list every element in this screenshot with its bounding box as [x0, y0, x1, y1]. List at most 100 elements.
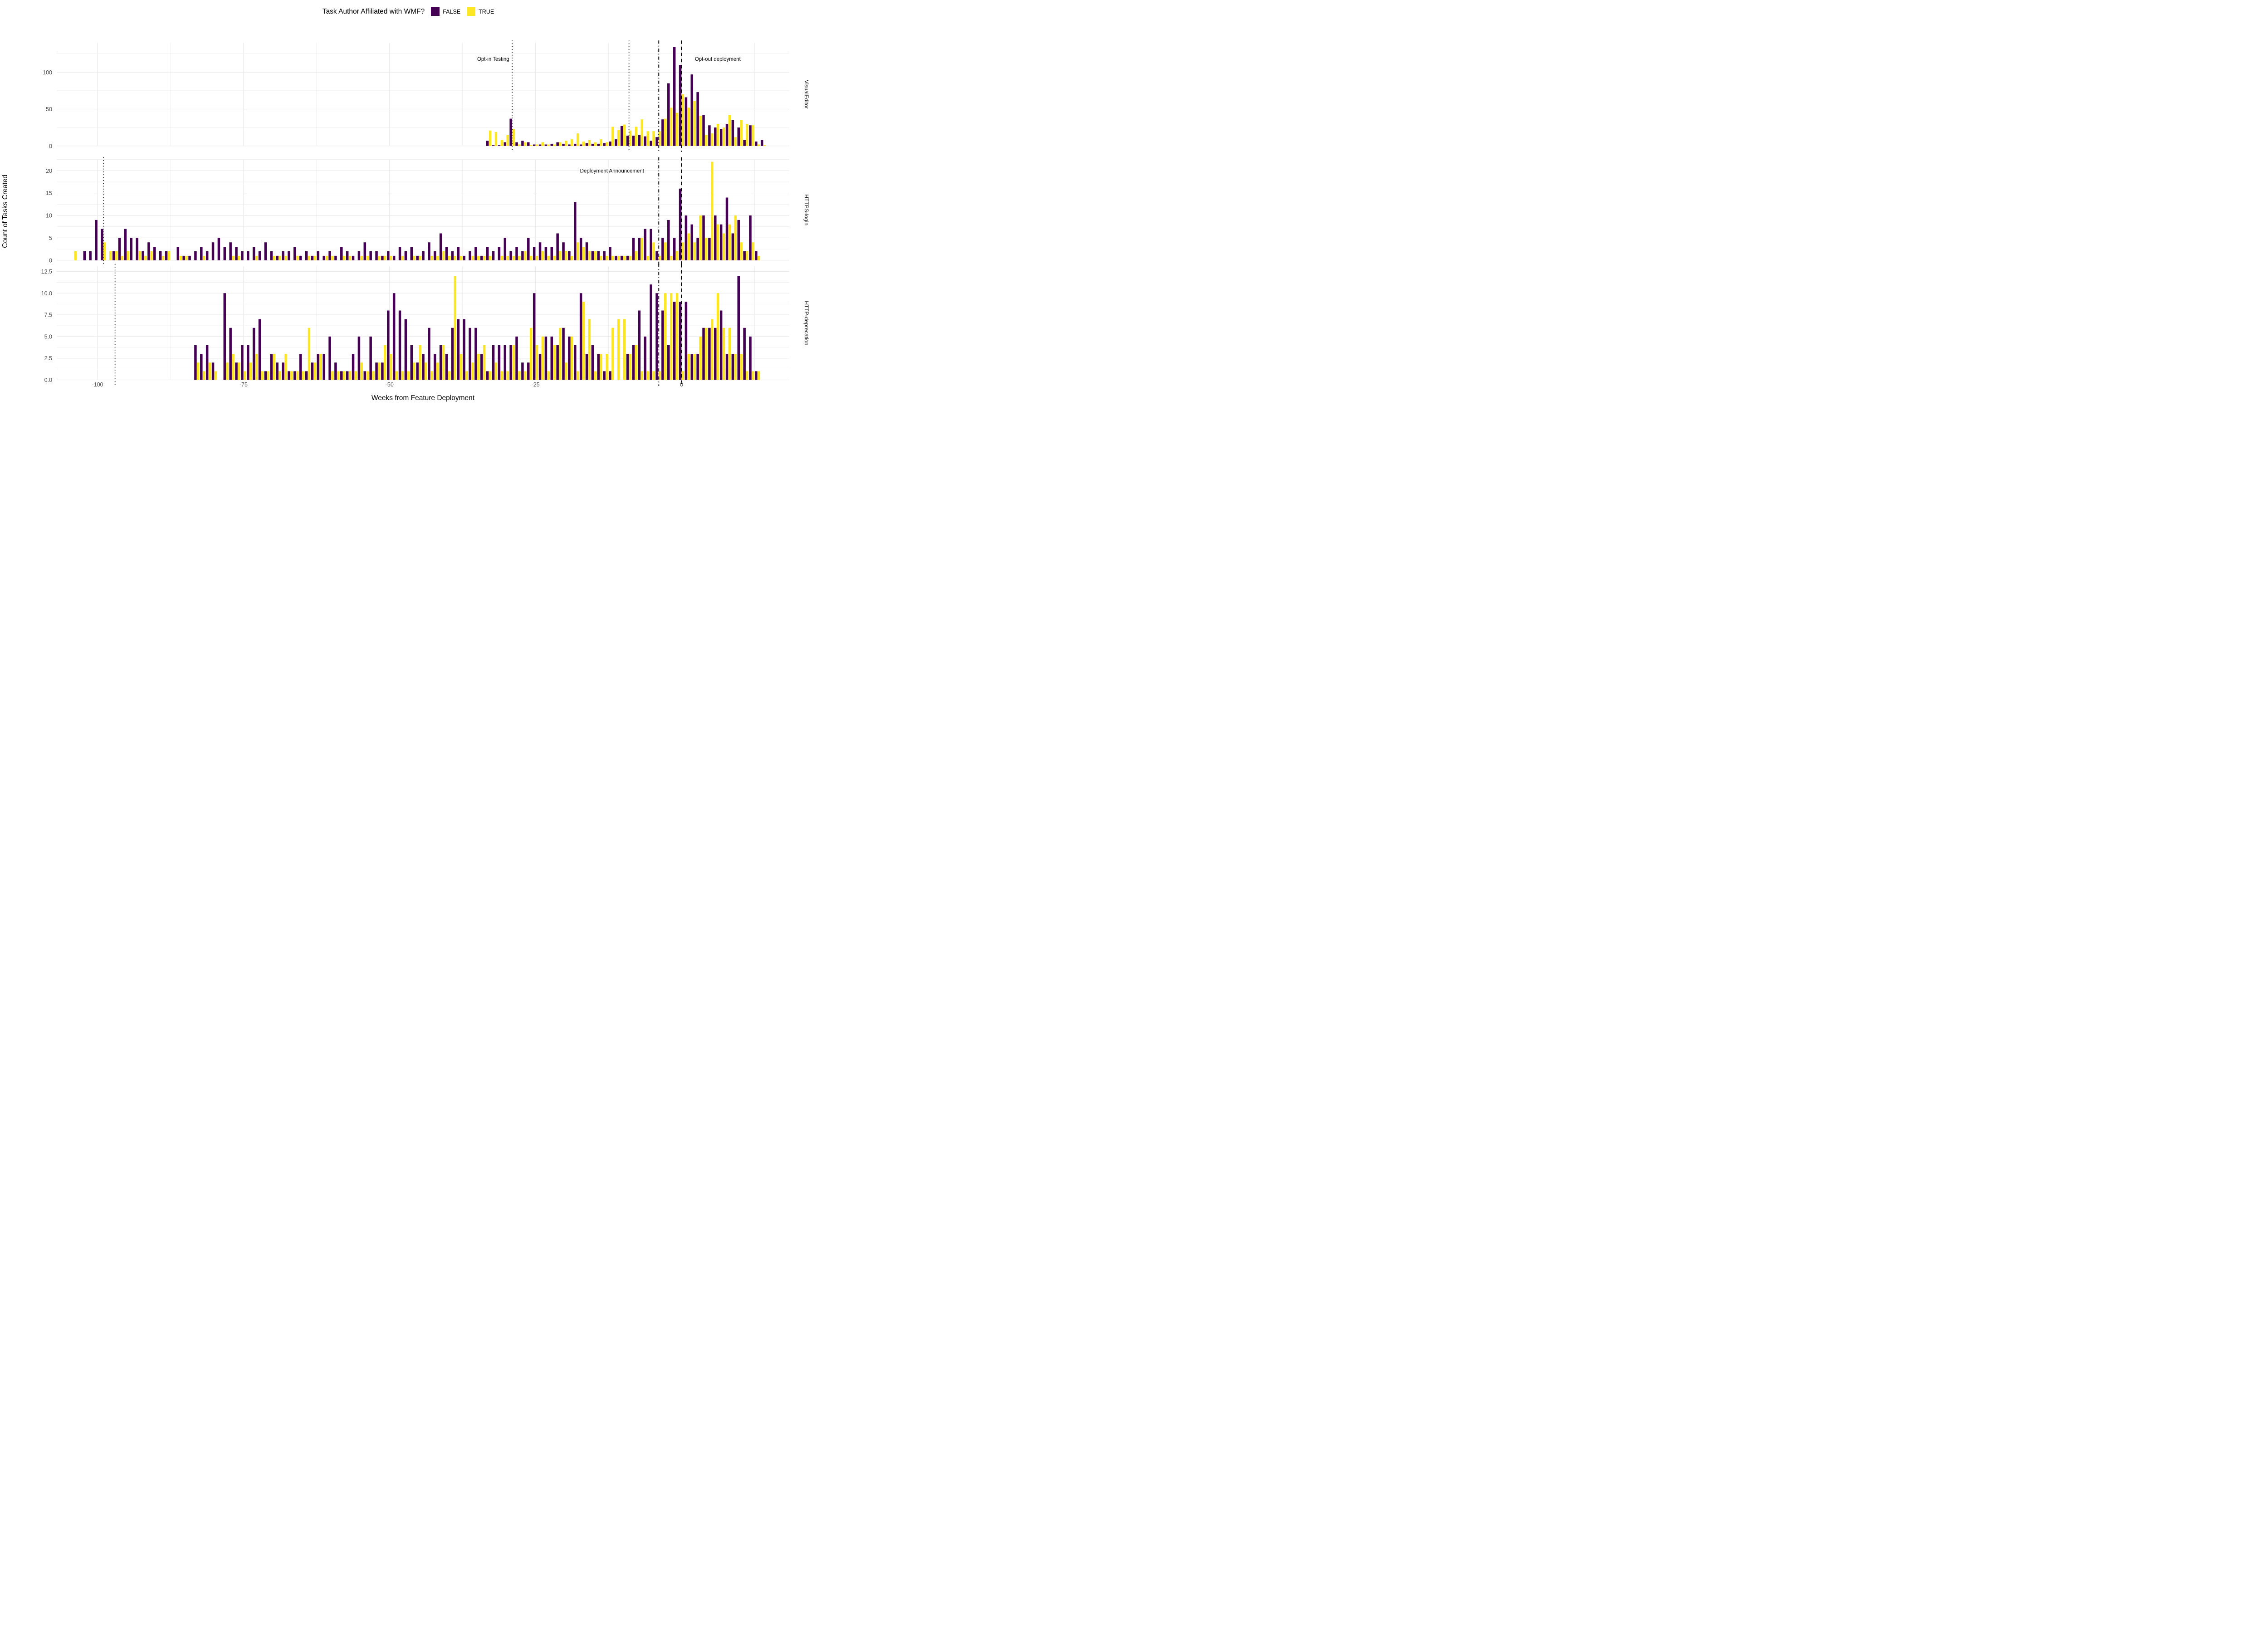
bar-true — [541, 142, 544, 146]
bar-false — [714, 127, 717, 146]
bar-true — [232, 354, 235, 380]
bar-false — [690, 224, 694, 260]
bar-false — [463, 255, 465, 260]
bar-false — [363, 371, 367, 380]
bar-false — [574, 143, 577, 146]
bar-false — [679, 302, 682, 380]
bar-false — [205, 251, 209, 260]
bar-true — [617, 319, 620, 380]
bar-true — [617, 130, 620, 146]
bar-true — [687, 233, 690, 260]
bar-true — [693, 101, 696, 146]
bar-false — [579, 293, 582, 380]
bar-false — [200, 247, 203, 260]
bar-false — [696, 238, 699, 260]
bar-false — [252, 247, 255, 260]
annotation-label: Opt-out deployment — [695, 57, 741, 62]
bar-true — [389, 354, 392, 380]
bar-true — [606, 142, 608, 146]
bar-true — [506, 371, 509, 380]
chart-figure: Task Author Affiliated with WMF? FALSE T… — [0, 0, 816, 408]
bar-true — [763, 145, 766, 146]
bar-true — [541, 251, 544, 260]
bar-true — [635, 345, 638, 380]
bar-true — [202, 371, 205, 380]
bar-false — [194, 251, 197, 260]
bar-true — [121, 255, 124, 260]
bar-true — [436, 362, 439, 380]
bar-true — [658, 131, 661, 146]
bar-true — [670, 293, 673, 380]
bar-true — [559, 328, 562, 380]
bar-false — [650, 229, 652, 260]
bar-true — [436, 255, 439, 260]
bar-false — [211, 362, 215, 380]
bar-false — [509, 118, 512, 146]
bar-false — [457, 247, 460, 260]
bar-true — [728, 328, 731, 380]
bar-false — [609, 371, 611, 380]
bar-true — [524, 371, 527, 380]
bar-false — [416, 255, 419, 260]
bar-true — [494, 132, 498, 146]
bar-false — [749, 125, 752, 146]
bar-true — [401, 255, 404, 260]
bar-true — [646, 255, 649, 260]
bar-false — [404, 319, 407, 380]
bar-false — [398, 247, 401, 260]
x-tick-label: 0 — [680, 381, 683, 388]
x-tick-label: -75 — [240, 381, 248, 388]
bar-true — [483, 255, 486, 260]
bar-true — [565, 141, 567, 146]
bar-false — [363, 242, 367, 260]
bar-false — [276, 255, 279, 260]
bar-false — [422, 354, 425, 380]
bar-true — [524, 142, 527, 146]
bar-true — [489, 371, 492, 380]
bar-true — [582, 302, 585, 380]
bar-true — [670, 108, 673, 146]
bar-false — [684, 97, 688, 146]
bar-true — [646, 131, 649, 146]
bar-false — [503, 238, 507, 260]
bar-false — [451, 251, 454, 260]
bar-true — [728, 115, 731, 146]
bar-false — [568, 251, 571, 260]
bar-true — [279, 255, 281, 260]
bar-false — [743, 328, 746, 380]
legend-title: Task Author Affiliated with WMF? — [322, 7, 425, 15]
bar-false — [486, 141, 489, 146]
bar-true — [512, 255, 515, 260]
bar-true — [313, 255, 317, 260]
bar-true — [576, 242, 579, 260]
bar-false — [188, 255, 191, 260]
bar-false — [667, 220, 670, 260]
bar-true — [378, 255, 381, 260]
bar-false — [392, 255, 396, 260]
y-tick-label: 0.0 — [44, 377, 52, 383]
bar-true — [635, 127, 638, 146]
bar-true — [512, 345, 515, 380]
bar-false — [235, 247, 238, 260]
bar-true — [681, 94, 684, 146]
bar-false — [749, 215, 752, 260]
bar-true — [348, 255, 352, 260]
bar-true — [582, 247, 585, 260]
bar-true — [279, 371, 281, 380]
bar-false — [550, 247, 553, 260]
bar-true — [635, 251, 638, 260]
bar-false — [638, 310, 641, 380]
bar-true — [255, 354, 258, 380]
bar-false — [579, 144, 582, 146]
bar-true — [699, 215, 702, 260]
bar-false — [223, 293, 226, 380]
y-tick-label: 7.5 — [44, 312, 52, 318]
bar-false — [585, 242, 588, 260]
bar-true — [681, 242, 684, 260]
bar-false — [533, 144, 536, 146]
bar-true — [138, 251, 141, 260]
bar-false — [690, 354, 694, 380]
bar-true — [571, 139, 573, 146]
bar-true — [652, 242, 655, 260]
bar-false — [719, 224, 723, 260]
